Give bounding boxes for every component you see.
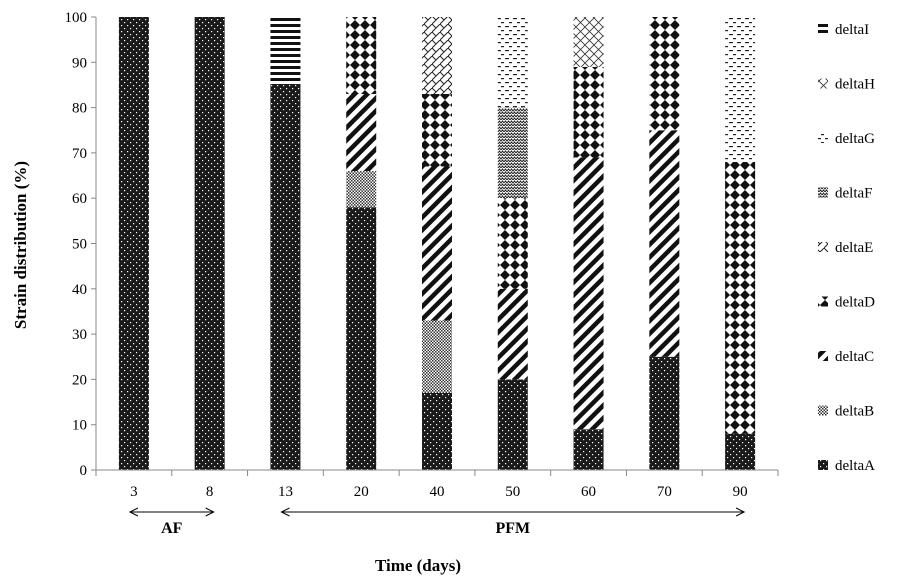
legend-label-deltaG: deltaG — [835, 131, 875, 147]
bars — [118, 17, 756, 470]
legend: deltaI deltaH deltaG deltaF deltaE deltaD delt… — [818, 22, 875, 474]
bar-segment-deltaD-day-20 — [346, 17, 377, 95]
group-arrow-head-left — [128, 507, 139, 517]
legend-label-deltaH: deltaH — [835, 77, 875, 93]
bar-segment-deltaG-day-90 — [725, 17, 756, 162]
bar-segment-deltaD-day-70 — [649, 17, 680, 131]
y-tick-label: 70 — [72, 146, 87, 162]
legend-swatch-deltaF — [818, 187, 828, 198]
legend-swatch-deltaB — [818, 405, 828, 416]
x-tick-label: 60 — [581, 484, 596, 500]
bar-segment-deltaC-day-20 — [346, 94, 377, 172]
y-axis-title: Strain distribution (%) — [11, 161, 30, 329]
legend-swatch-deltaE — [818, 242, 828, 252]
y-tick-label: 10 — [72, 418, 87, 434]
group-brackets: AF PFM — [128, 507, 746, 537]
y-axis: 0 10 20 30 40 50 60 70 80 90 100 — [65, 10, 97, 479]
bar-segment-deltaD-day-90 — [725, 161, 756, 434]
y-tick-label: 30 — [72, 327, 87, 343]
legend-label-deltaE: deltaE — [835, 240, 873, 256]
bar-segment-deltaI-day-13 — [270, 17, 301, 85]
group-label: AF — [161, 520, 183, 537]
bar-segment-deltaD-day-50 — [497, 198, 528, 289]
bar-segment-deltaA-day-8 — [194, 17, 225, 470]
bar-segment-deltaA-day-3 — [118, 17, 149, 470]
bar-segment-deltaC-day-60 — [573, 157, 604, 430]
bar-segment-deltaC-day-70 — [649, 130, 680, 357]
bar-segment-deltaD-day-40 — [422, 94, 452, 167]
bar-segment-deltaA-day-60 — [573, 429, 604, 470]
legend-label-deltaD: deltaD — [835, 295, 875, 311]
legend-swatch-deltaH — [818, 78, 828, 89]
x-tick-label: 8 — [206, 484, 214, 500]
bar-segment-deltaA-day-20 — [346, 207, 377, 470]
x-tick-label: 40 — [430, 484, 445, 500]
x-axis-title: Time (days) — [375, 556, 461, 575]
bar-segment-deltaD-day-60 — [573, 66, 604, 158]
y-tick-label: 50 — [72, 237, 87, 253]
bar-segment-deltaC-day-50 — [497, 288, 528, 380]
legend-label-deltaC: deltaC — [835, 349, 874, 365]
x-tick-label: 13 — [278, 484, 293, 500]
legend-label-deltaA: deltaA — [835, 458, 875, 474]
bar-segment-deltaC-day-40 — [422, 166, 452, 321]
y-tick-label: 80 — [72, 101, 87, 117]
y-tick-label: 40 — [72, 282, 87, 298]
y-tick-label: 0 — [80, 463, 88, 479]
x-tick-label: 50 — [505, 484, 520, 500]
bar-segment-deltaG-day-50 — [497, 17, 528, 108]
legend-swatch-deltaA — [818, 460, 828, 470]
legend-swatch-deltaD — [818, 296, 828, 307]
group-arrow-head-right — [735, 507, 746, 517]
bar-segment-deltaA-day-70 — [649, 356, 680, 470]
bar-segment-deltaH-day-60 — [573, 17, 604, 67]
legend-swatch-deltaC — [818, 351, 828, 361]
legend-label-deltaI: deltaI — [835, 22, 869, 38]
legend-swatch-deltaI — [818, 24, 828, 34]
group-arrow-head-left — [280, 507, 290, 517]
legend-swatch-deltaG — [818, 133, 828, 143]
x-tick-label: 20 — [354, 484, 369, 500]
y-tick-label: 100 — [65, 10, 88, 26]
group-label: PFM — [495, 520, 530, 537]
y-tick-label: 60 — [72, 191, 87, 207]
bar-segment-deltaA-day-50 — [497, 379, 528, 470]
x-axis: 3 8 13 20 40 50 60 70 90 — [95, 469, 779, 500]
legend-label-deltaB: deltaB — [835, 404, 874, 420]
x-tick-label: 90 — [733, 484, 748, 500]
bar-segment-deltaF-day-50 — [497, 107, 528, 199]
bar-segment-deltaA-day-13 — [270, 84, 301, 470]
legend-label-deltaF: deltaF — [835, 186, 873, 202]
bar-segment-deltaA-day-40 — [422, 392, 452, 470]
group-arrow-head-right — [205, 507, 215, 517]
bar-segment-deltaB-day-40 — [422, 320, 452, 393]
bar-segment-deltaA-day-90 — [725, 433, 756, 470]
bar-segment-deltaE-day-40 — [422, 17, 452, 95]
x-tick-label: 70 — [657, 484, 672, 500]
y-tick-label: 20 — [72, 372, 87, 388]
x-tick-label: 3 — [130, 484, 138, 500]
bar-segment-deltaB-day-20 — [346, 171, 377, 208]
y-tick-label: 90 — [72, 55, 87, 71]
